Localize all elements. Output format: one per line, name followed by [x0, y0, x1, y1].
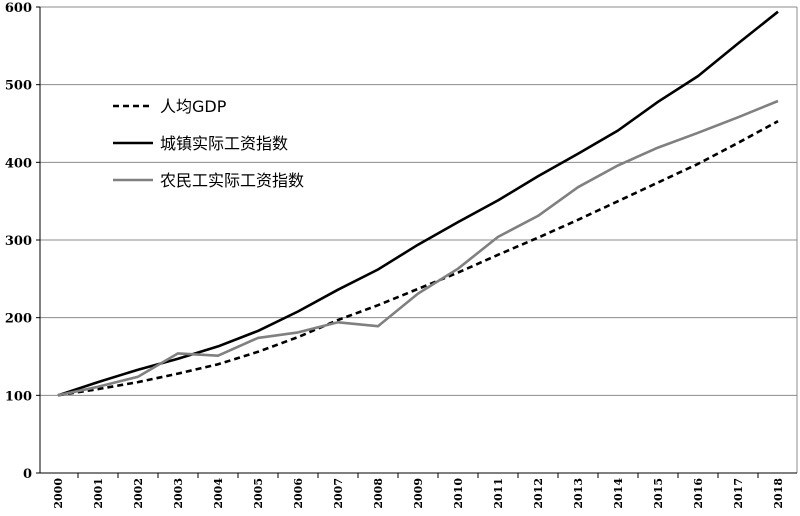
x-tick-label: 2012: [532, 478, 545, 509]
x-tick-label: 2013: [572, 478, 585, 509]
y-tick-label: 300: [5, 234, 32, 249]
y-tick-label: 200: [5, 312, 32, 327]
series: [57, 10, 779, 397]
x-tick-label: 2015: [652, 478, 665, 509]
x-tick-label: 2003: [172, 478, 185, 509]
y-tick-label: 0: [23, 467, 32, 482]
legend-label-0: 人均GDP: [160, 97, 227, 116]
x-tick-label: 2014: [612, 478, 625, 509]
series-line-0: [57, 120, 779, 397]
y-tick-label: 100: [5, 389, 32, 404]
y-tick-label: 400: [5, 156, 32, 171]
x-tick-label: 2006: [292, 478, 305, 509]
x-tick-label: 2005: [252, 478, 265, 509]
y-tick-label: 600: [5, 1, 32, 16]
x-tick-label: 2017: [732, 478, 745, 509]
legend-label-1: 城镇实际工资指数: [160, 134, 288, 153]
x-tick-label: 2010: [452, 478, 465, 509]
x-tick-label: 2007: [332, 478, 345, 509]
x-tick-label: 2011: [492, 478, 505, 509]
x-tick-label: 2008: [372, 478, 385, 509]
x-tick-label: 2002: [132, 478, 145, 509]
axes: 0 100 200 300 400 500 600 2000 2001 2002 2003 2004 2…: [5, 1, 797, 509]
gridlines: [40, 6, 798, 473]
x-tick-label: 2001: [92, 478, 105, 509]
y-tick-label: 500: [5, 79, 32, 94]
series-line-2: [57, 99, 779, 397]
x-tick-label: 2000: [52, 478, 65, 509]
x-tick-label: 2016: [692, 478, 705, 509]
x-tick-label: 2009: [412, 478, 425, 509]
legend-label-2: 农民工实际工资指数: [160, 171, 304, 190]
x-tick-label: 2004: [212, 478, 225, 509]
x-tick-label: 2018: [772, 478, 785, 509]
series-line-1: [57, 10, 779, 397]
